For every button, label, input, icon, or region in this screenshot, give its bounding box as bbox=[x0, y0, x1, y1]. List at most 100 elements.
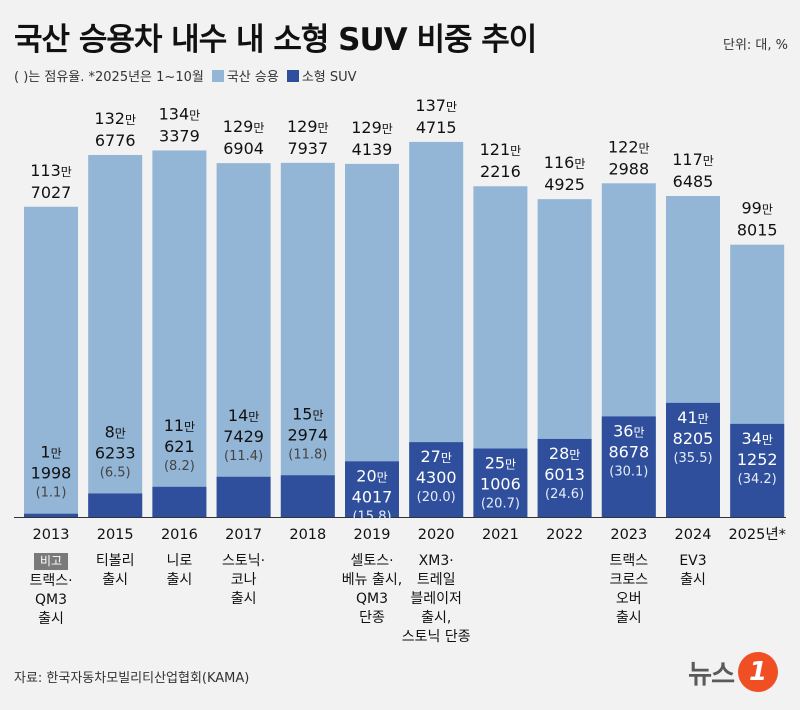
bar-total-2018 bbox=[280, 162, 335, 517]
share-label: (35.5) bbox=[673, 451, 712, 466]
note-text: XM3· 트레일 블레이저 출시, 스토닉 단종 bbox=[401, 553, 471, 645]
suv-label-top: 25만 bbox=[485, 454, 516, 473]
note-2016: 니로 출시 bbox=[139, 552, 219, 590]
suv-label-bottom: 7429 bbox=[223, 427, 264, 446]
note-text: 스토닉· 코나 출시 bbox=[222, 553, 266, 607]
legend-swatch-suv bbox=[286, 69, 299, 82]
total-label-top: 113만 bbox=[30, 161, 72, 180]
share-label: (20.7) bbox=[481, 497, 520, 512]
chart-title: 국산 승용차 내수 내 소형 SUV 비중 추이 bbox=[14, 22, 537, 58]
bar-total-2016 bbox=[152, 150, 207, 517]
note-2023: 트랙스 크로스 오버 출시 bbox=[589, 552, 669, 628]
bar-suv-2020 bbox=[409, 442, 464, 517]
bar-total-2017 bbox=[216, 163, 271, 517]
suv-label-bottom: 6013 bbox=[544, 465, 585, 484]
source-note: 자료: 한국자동차모빌리티산업협회(KAMA) bbox=[14, 671, 250, 686]
share-label: (30.1) bbox=[609, 464, 648, 479]
total-label-top: 117만 bbox=[672, 150, 714, 169]
x-tick-label: 2017 bbox=[225, 527, 262, 543]
suv-label-bottom: 4017 bbox=[352, 487, 393, 506]
total-label-bottom: 2988 bbox=[608, 159, 649, 178]
suv-label-bottom: 8205 bbox=[673, 429, 714, 448]
suv-label-bottom: 1006 bbox=[480, 475, 521, 494]
note-2024: EV3 출시 bbox=[653, 552, 733, 590]
x-tick-label: 2023 bbox=[610, 527, 647, 543]
total-label-top: 129만 bbox=[223, 117, 265, 136]
x-tick-label: 2024 bbox=[675, 527, 712, 543]
total-label-top: 134만 bbox=[159, 104, 201, 123]
note-text: 트랙스 크로스 오버 출시 bbox=[609, 553, 649, 626]
x-tick-label: 2015 bbox=[97, 527, 134, 543]
suv-label-top: 11만 bbox=[164, 416, 195, 435]
note-text: 셀토스· 베뉴 출시, QM3 단종 bbox=[341, 553, 403, 626]
share-label: (1.1) bbox=[36, 486, 67, 501]
unit-label: 단위: 대, % bbox=[722, 38, 788, 53]
suv-label-top: 1만 bbox=[40, 443, 61, 462]
note-text: EV3 출시 bbox=[679, 553, 707, 588]
legend-label-suv: 소형 SUV bbox=[301, 70, 357, 85]
total-label-bottom: 7027 bbox=[31, 183, 72, 202]
share-label: (20.0) bbox=[417, 490, 456, 505]
total-label-top: 121만 bbox=[480, 140, 522, 159]
suv-label-bottom: 6233 bbox=[95, 443, 136, 462]
total-label-bottom: 6485 bbox=[673, 172, 714, 191]
x-tick-label: 2016 bbox=[161, 527, 198, 543]
total-label-bottom: 7937 bbox=[287, 139, 328, 158]
legend-label-total: 국산 승용 bbox=[226, 70, 279, 85]
logo-text: 뉴스 bbox=[688, 659, 735, 690]
total-label-top: 129만 bbox=[287, 117, 329, 136]
bar-total-2019 bbox=[345, 163, 399, 517]
bar-suv-2018 bbox=[280, 475, 335, 517]
suv-label-top: 34만 bbox=[741, 429, 772, 448]
total-label-bottom: 6904 bbox=[223, 139, 264, 158]
x-tick-label: 2013 bbox=[33, 527, 70, 543]
bar-suv-2023 bbox=[601, 416, 656, 517]
note-text: 티볼리 출시 bbox=[95, 553, 135, 588]
share-label: (11.4) bbox=[224, 449, 263, 464]
total-label-top: 129만 bbox=[351, 118, 393, 137]
x-tick-label: 2022 bbox=[546, 527, 583, 543]
suv-label-top: 28만 bbox=[549, 444, 580, 463]
total-label-bottom: 4715 bbox=[416, 118, 457, 137]
total-label-bottom: 2216 bbox=[480, 162, 521, 181]
note-text: 니로 출시 bbox=[166, 553, 193, 588]
bar-suv-2013 bbox=[24, 513, 78, 517]
bar-suv-2015 bbox=[88, 493, 143, 517]
total-label-bottom: 6776 bbox=[95, 131, 136, 150]
news1-logo: 뉴스 1 bbox=[688, 652, 778, 692]
note-2020: XM3· 트레일 블레이저 출시, 스토닉 단종 bbox=[396, 552, 476, 647]
total-label-bottom: 4139 bbox=[352, 140, 393, 159]
share-label: (34.2) bbox=[738, 472, 777, 487]
note-badge: 비고 bbox=[33, 553, 69, 570]
x-tick-label: 2021 bbox=[482, 527, 519, 543]
bar-suv-2024 bbox=[666, 402, 720, 517]
suv-label-top: 15만 bbox=[292, 404, 323, 423]
total-label-bottom: 4925 bbox=[544, 175, 585, 194]
suv-label-bottom: 2974 bbox=[287, 425, 328, 444]
x-tick-label: 2019 bbox=[354, 527, 391, 543]
bar-suv-2019 bbox=[345, 461, 399, 517]
share-label: (6.5) bbox=[100, 465, 131, 480]
note-2019: 셀토스· 베뉴 출시, QM3 단종 bbox=[332, 552, 412, 628]
legend: ( )는 점유율. *2025년은 1~10월 국산 승용 소형 SUV bbox=[14, 66, 357, 85]
x-tick-label: 2018 bbox=[289, 527, 326, 543]
share-label: (11.8) bbox=[288, 447, 327, 462]
suv-label-bottom: 1998 bbox=[31, 464, 72, 483]
suv-label-top: 20만 bbox=[356, 466, 387, 485]
suv-label-bottom: 621 bbox=[164, 437, 195, 456]
total-label-top: 99만 bbox=[741, 199, 772, 218]
total-label-top: 132만 bbox=[94, 109, 136, 128]
suv-label-bottom: 4300 bbox=[416, 468, 457, 487]
total-label-bottom: 8015 bbox=[737, 221, 778, 240]
share-label: (8.2) bbox=[164, 459, 195, 474]
bar-total-2013 bbox=[24, 206, 78, 517]
suv-label-top: 36만 bbox=[613, 421, 644, 440]
bar-suv-2016 bbox=[152, 486, 207, 517]
total-label-top: 122만 bbox=[608, 137, 650, 156]
note-2017: 스토닉· 코나 출시 bbox=[204, 552, 284, 609]
bar-suv-2025년* bbox=[730, 423, 785, 517]
legend-swatch-total bbox=[211, 69, 224, 82]
note-text: 트랙스· QM3 출시 bbox=[29, 573, 73, 627]
x-tick-label: 2020 bbox=[418, 527, 455, 543]
logo-mark: 1 bbox=[738, 652, 778, 692]
